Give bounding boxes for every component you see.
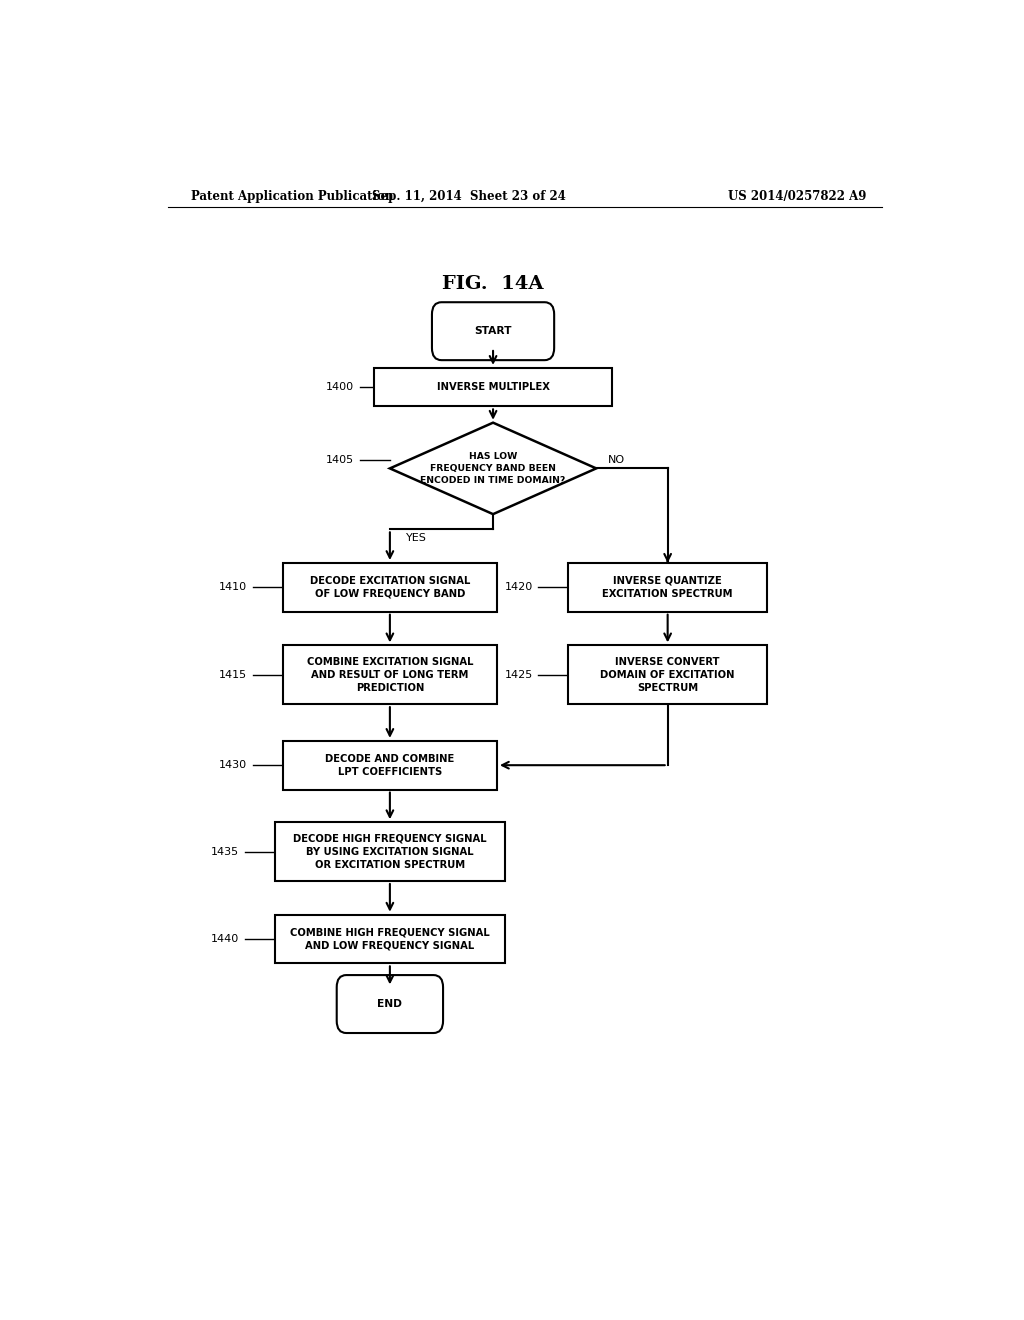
FancyBboxPatch shape <box>432 302 554 360</box>
Text: Sep. 11, 2014  Sheet 23 of 24: Sep. 11, 2014 Sheet 23 of 24 <box>373 190 566 202</box>
Text: 1410: 1410 <box>219 582 247 593</box>
Text: 1435: 1435 <box>211 846 239 857</box>
Bar <box>283 741 497 789</box>
Text: 1425: 1425 <box>505 669 532 680</box>
Text: COMBINE EXCITATION SIGNAL
AND RESULT OF LONG TERM
PREDICTION: COMBINE EXCITATION SIGNAL AND RESULT OF … <box>306 656 473 693</box>
Bar <box>283 562 497 611</box>
Bar <box>568 562 767 611</box>
Bar <box>374 368 612 407</box>
Text: YES: YES <box>406 532 427 543</box>
Text: START: START <box>474 326 512 337</box>
Text: NO: NO <box>608 455 626 465</box>
Text: 1400: 1400 <box>326 381 354 392</box>
Text: HAS LOW
FREQUENCY BAND BEEN
ENCODED IN TIME DOMAIN?: HAS LOW FREQUENCY BAND BEEN ENCODED IN T… <box>421 453 565 484</box>
Text: DECODE HIGH FREQUENCY SIGNAL
BY USING EXCITATION SIGNAL
OR EXCITATION SPECTRUM: DECODE HIGH FREQUENCY SIGNAL BY USING EX… <box>293 833 486 870</box>
Bar <box>283 645 497 704</box>
Text: DECODE EXCITATION SIGNAL
OF LOW FREQUENCY BAND: DECODE EXCITATION SIGNAL OF LOW FREQUENC… <box>309 576 470 599</box>
Text: 1430: 1430 <box>219 760 247 770</box>
Bar <box>568 645 767 704</box>
Text: INVERSE CONVERT
DOMAIN OF EXCITATION
SPECTRUM: INVERSE CONVERT DOMAIN OF EXCITATION SPE… <box>600 656 735 693</box>
FancyBboxPatch shape <box>337 975 443 1034</box>
Text: 1440: 1440 <box>211 935 239 944</box>
Text: INVERSE QUANTIZE
EXCITATION SPECTRUM: INVERSE QUANTIZE EXCITATION SPECTRUM <box>602 576 733 599</box>
Text: Patent Application Publication: Patent Application Publication <box>191 190 394 202</box>
Text: FIG.  14A: FIG. 14A <box>442 276 544 293</box>
Text: END: END <box>378 999 402 1008</box>
Text: COMBINE HIGH FREQUENCY SIGNAL
AND LOW FREQUENCY SIGNAL: COMBINE HIGH FREQUENCY SIGNAL AND LOW FR… <box>290 928 489 950</box>
Text: 1405: 1405 <box>326 455 354 465</box>
Text: DECODE AND COMBINE
LPT COEFFICIENTS: DECODE AND COMBINE LPT COEFFICIENTS <box>326 754 455 776</box>
Bar <box>274 822 505 880</box>
Text: US 2014/0257822 A9: US 2014/0257822 A9 <box>728 190 866 202</box>
Text: INVERSE MULTIPLEX: INVERSE MULTIPLEX <box>436 381 550 392</box>
Polygon shape <box>390 422 596 515</box>
Text: 1415: 1415 <box>219 669 247 680</box>
Bar <box>274 915 505 964</box>
Text: 1420: 1420 <box>505 582 532 593</box>
